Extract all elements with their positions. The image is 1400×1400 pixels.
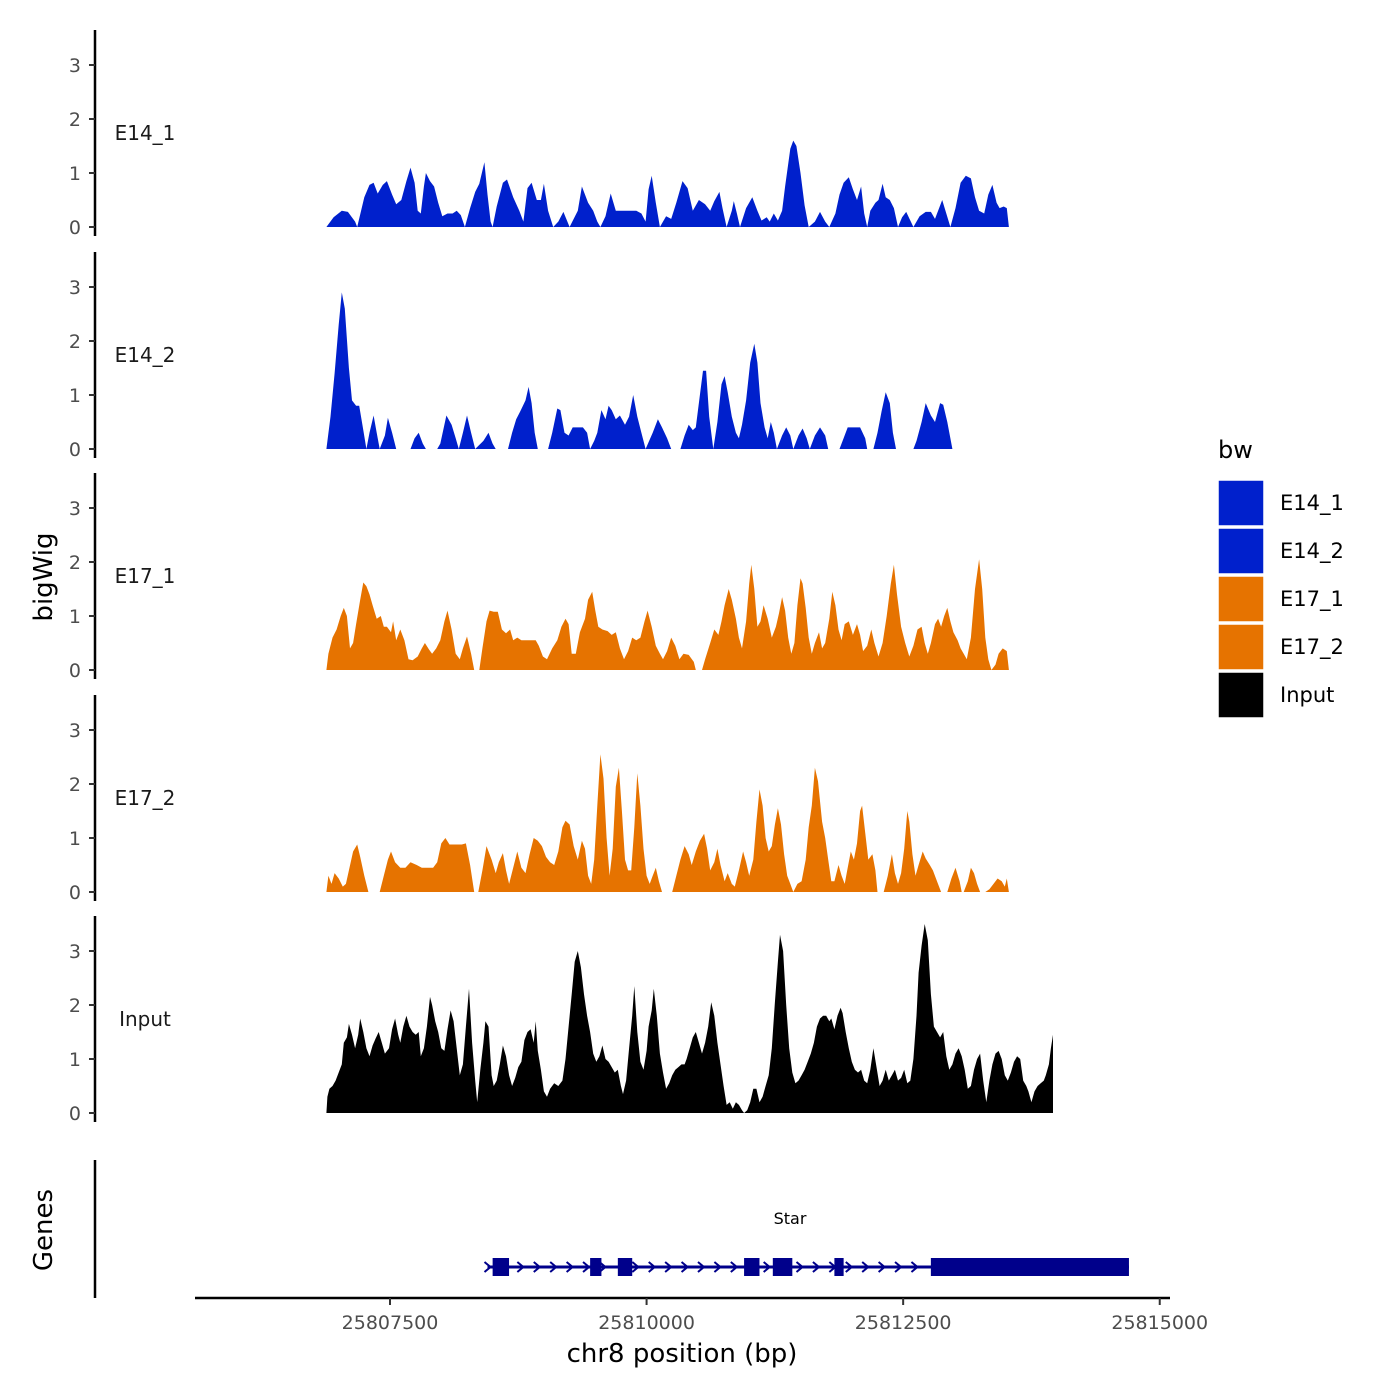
legend-title: bw (1218, 436, 1253, 464)
y-tick-label: 1 (69, 828, 81, 850)
track-label: E17_1 (115, 564, 176, 588)
genes-panel: Genes Star (29, 1160, 1129, 1298)
track-label: E17_2 (115, 786, 176, 810)
legend: bw E14_1 E14_2 E17_1 E17_2 Input (1217, 436, 1344, 719)
strand-arrow (648, 1261, 657, 1273)
track-label: E14_2 (115, 343, 176, 367)
strand-arrow (533, 1261, 542, 1273)
y-tick-label: 1 (69, 385, 81, 407)
strand-arrow (631, 1261, 640, 1273)
strand-arrow (680, 1261, 690, 1273)
gene-exon (744, 1258, 760, 1276)
y-tick-label: 0 (69, 660, 81, 682)
y-tick-label: 0 (69, 1103, 81, 1125)
track-label: E14_1 (115, 121, 176, 145)
strand-arrow (812, 1261, 821, 1273)
tracks-layer: 0 1 2 3 E14_1 0 1 2 3 E14_2 0 1 2 3 E17_1 0 1 2 3 E17_2 0 1 2 3… (69, 30, 1053, 1125)
y-tick-label: 3 (69, 720, 81, 742)
strand-arrow (516, 1261, 525, 1273)
strand-arrow (598, 1261, 608, 1273)
legend-item: E17_2 (1217, 623, 1344, 671)
y-tick-label: 2 (69, 109, 81, 131)
strand-arrow (697, 1261, 706, 1273)
x-ticks: 25807500 25810000 25812500 25815000 (342, 1298, 1208, 1334)
strand-arrow (845, 1261, 854, 1273)
y-tick-label: 2 (69, 774, 81, 796)
x-axis-title: chr8 position (bp) (567, 1339, 798, 1369)
legend-label: Input (1280, 683, 1334, 707)
track-input: 0 1 2 3 Input (69, 916, 1053, 1125)
track-e14-1: 0 1 2 3 E14_1 (69, 30, 1009, 239)
coverage-area (326, 559, 1009, 670)
strand-arrow (894, 1261, 903, 1273)
gene-label: Star (774, 1209, 807, 1228)
legend-label: E17_1 (1280, 587, 1344, 612)
x-axis: 25807500 25810000 25812500 25815000 chr8 po… (195, 1296, 1208, 1369)
coverage-area (326, 754, 1009, 892)
track-label: Input (119, 1007, 171, 1031)
y-tick-label: 2 (69, 552, 81, 574)
track-e17-1: 0 1 2 3 E17_1 (69, 473, 1009, 682)
legend-swatch (1217, 575, 1265, 623)
y-tick-label: 3 (69, 277, 81, 299)
y-tick-label: 1 (69, 163, 81, 185)
y-tick-label: 2 (69, 995, 81, 1017)
x-tick-label: 25810000 (598, 1312, 695, 1334)
legend-item: E17_1 (1217, 575, 1344, 623)
legend-item: Input (1217, 671, 1334, 719)
y-tick-label: 3 (69, 941, 81, 963)
strand-arrow (664, 1261, 673, 1273)
legend-items: E14_1 E14_2 E17_1 E17_2 Input (1217, 479, 1344, 719)
strand-arrow (582, 1261, 591, 1273)
y-tick-label: 0 (69, 439, 81, 461)
y-tick-label: 1 (69, 1049, 81, 1071)
gene-exon (492, 1258, 510, 1276)
legend-swatch (1217, 479, 1265, 527)
legend-swatch (1217, 623, 1265, 671)
y-tick-label: 2 (69, 331, 81, 353)
coverage-area (326, 924, 1053, 1113)
gene-exon (590, 1258, 602, 1276)
y-tick-label: 0 (69, 882, 81, 904)
strand-arrow (549, 1261, 558, 1273)
track-e17-2: 0 1 2 3 E17_2 (69, 695, 1009, 904)
x-tick-label: 25807500 (342, 1312, 439, 1334)
gene-model (483, 1258, 1129, 1276)
y-axis-title: bigWig (29, 532, 59, 621)
legend-item: E14_2 (1217, 527, 1344, 575)
y-tick-label: 3 (69, 55, 81, 77)
strand-arrow (565, 1261, 575, 1273)
gene-exon (930, 1258, 1129, 1276)
gene-exon (772, 1258, 793, 1276)
legend-label: E17_2 (1280, 635, 1344, 660)
legend-swatch (1217, 671, 1265, 719)
gene-exon (617, 1258, 633, 1276)
genes-axis-title: Genes (29, 1189, 59, 1271)
strand-arrow (713, 1261, 722, 1273)
legend-item: E14_1 (1217, 479, 1344, 527)
strand-arrow (910, 1261, 920, 1273)
strand-arrow (730, 1261, 739, 1273)
x-tick-label: 25815000 (1111, 1312, 1208, 1334)
y-tick-label: 0 (69, 217, 81, 239)
y-tick-label: 1 (69, 606, 81, 628)
coverage-area (326, 292, 953, 449)
strand-arrow (763, 1261, 772, 1273)
x-tick-label: 25812500 (855, 1312, 952, 1334)
y-tick-label: 3 (69, 498, 81, 520)
track-e14-2: 0 1 2 3 E14_2 (69, 252, 953, 461)
strand-arrow (483, 1261, 493, 1273)
legend-swatch (1217, 527, 1265, 575)
strand-arrow (861, 1261, 870, 1273)
strand-arrow (795, 1261, 805, 1273)
legend-label: E14_1 (1280, 491, 1344, 516)
gene-exon (834, 1258, 844, 1276)
strand-arrow (877, 1261, 887, 1273)
coverage-area (326, 140, 1009, 227)
legend-label: E14_2 (1280, 539, 1344, 564)
